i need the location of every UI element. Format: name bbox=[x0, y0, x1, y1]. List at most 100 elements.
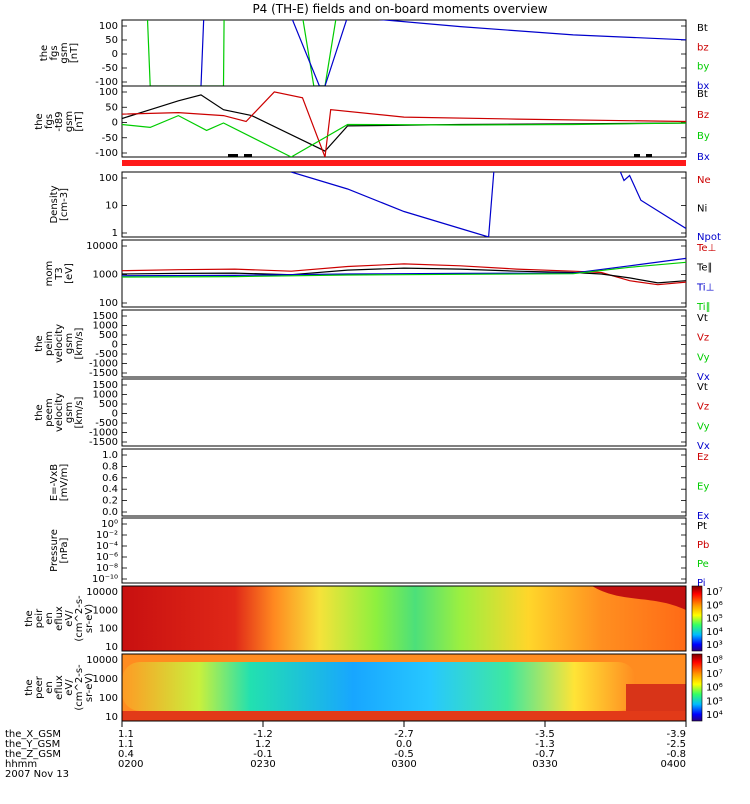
y-tick-label: -1500 bbox=[89, 368, 118, 379]
x-tick-label: 0200 bbox=[118, 759, 143, 770]
panel-ylabel: eV/ bbox=[64, 679, 75, 696]
x-tick-label: 0400 bbox=[661, 759, 686, 770]
panel-ylabel: the bbox=[34, 335, 45, 351]
x-tick-label: 0.0 bbox=[396, 739, 412, 750]
panel-ylabel: sr-eV) bbox=[84, 673, 95, 702]
panel-frame bbox=[121, 585, 687, 652]
legend-label: Vy bbox=[697, 421, 710, 432]
series-line-fgs_t89 bbox=[122, 114, 686, 157]
panel-ylabel: Density bbox=[49, 185, 60, 223]
peir-heatmap bbox=[122, 586, 686, 651]
panel-ylabel: -t89 bbox=[54, 111, 65, 131]
panel-ylabel: the bbox=[24, 679, 35, 695]
legend-label: Ex bbox=[697, 511, 709, 522]
panel-ylabel: the bbox=[24, 610, 35, 626]
legend-label: Pt bbox=[697, 521, 707, 532]
panel-ylabel: E=-VxB bbox=[49, 464, 60, 501]
y-tick-label: -50 bbox=[102, 133, 118, 144]
colorbar bbox=[691, 653, 703, 722]
legend-label: By bbox=[697, 131, 710, 142]
x-tick-label: 1.1 bbox=[118, 729, 134, 740]
x-tick-label: 0230 bbox=[250, 759, 275, 770]
y-tick-label: -50 bbox=[102, 63, 118, 74]
peer-core bbox=[122, 662, 636, 711]
x-tick-label: -0.7 bbox=[535, 749, 555, 760]
panel-ylabel: mom bbox=[44, 261, 55, 287]
colorbar-tick-label: 10⁷ bbox=[706, 669, 723, 680]
y-tick-label: 100 bbox=[99, 87, 118, 98]
x-tick-label: -3.5 bbox=[535, 729, 555, 740]
legend-label: Bx bbox=[697, 152, 710, 163]
legend-label: Pe bbox=[697, 559, 709, 570]
legend-label: bz bbox=[697, 42, 709, 53]
y-tick-label: 100 bbox=[99, 173, 118, 184]
panel-ylabel: Pressure bbox=[49, 529, 60, 572]
peir-hot-region bbox=[592, 586, 686, 610]
legend-label: by bbox=[697, 62, 709, 73]
panel-ylabel: peim bbox=[44, 331, 55, 356]
colorbar-tick-label: 10⁶ bbox=[706, 600, 723, 611]
panel-ylabel: fgs bbox=[49, 45, 60, 60]
legend-label: Bt bbox=[697, 23, 708, 34]
x-tick-label: -0.5 bbox=[394, 749, 414, 760]
legend-label: Vz bbox=[697, 333, 709, 344]
y-tick-label: 1500 bbox=[93, 311, 118, 322]
x-tick-label: -1.3 bbox=[535, 739, 555, 750]
y-tick-label: 0.2 bbox=[102, 496, 118, 507]
colorbar-tick-label: 10³ bbox=[706, 640, 723, 651]
legend-label: Bt bbox=[697, 89, 708, 100]
panel-ylabel: gsm bbox=[64, 402, 75, 423]
legend-label: Vz bbox=[697, 402, 709, 413]
y-tick-label: 0 bbox=[112, 340, 118, 351]
footer-row-label: the_Z_GSM bbox=[5, 749, 61, 760]
legend-label: Ti∥ bbox=[696, 302, 711, 313]
y-tick-label: 1000 bbox=[93, 321, 118, 332]
y-tick-label: 10⁻⁴ bbox=[96, 541, 118, 552]
mode-marker bbox=[244, 154, 252, 157]
panel-frame bbox=[121, 19, 687, 87]
colorbar-tick-label: 10⁵ bbox=[706, 696, 723, 707]
y-tick-label: 10000 bbox=[86, 655, 118, 666]
y-tick-label: 10 bbox=[105, 712, 118, 723]
y-tick-label: 0.8 bbox=[102, 461, 118, 472]
y-tick-label: 100 bbox=[99, 21, 118, 32]
y-tick-label: 0 bbox=[112, 118, 118, 129]
panel-ylabel: the bbox=[39, 45, 50, 61]
y-tick-label: 0 bbox=[112, 409, 118, 420]
y-tick-label: 1.0 bbox=[102, 450, 118, 461]
y-tick-label: 0 bbox=[112, 49, 118, 60]
y-tick-label: 50 bbox=[105, 35, 118, 46]
panel-frame bbox=[121, 517, 687, 584]
panel-ylabel: gsm bbox=[64, 111, 75, 132]
footer-row-label: 2007 Nov 13 bbox=[5, 769, 69, 780]
x-tick-label: -2.5 bbox=[666, 739, 686, 750]
panel-ylabel: the bbox=[34, 113, 45, 129]
y-tick-label: 10000 bbox=[86, 241, 118, 252]
panel-ylabel: gsm bbox=[64, 333, 75, 354]
legend-label: Vy bbox=[697, 352, 710, 363]
panel-frame bbox=[121, 85, 687, 158]
mode-marker bbox=[228, 154, 238, 157]
series-line-fgs bbox=[200, 20, 686, 86]
colorbar-tick-label: 10⁵ bbox=[706, 614, 723, 625]
x-tick-label: 0330 bbox=[532, 759, 557, 770]
y-tick-label: -100 bbox=[95, 77, 118, 88]
legend-label: Bz bbox=[697, 110, 709, 121]
panel-frame bbox=[121, 309, 687, 378]
x-tick-label: 1.1 bbox=[118, 739, 134, 750]
legend-label: Vt bbox=[697, 382, 708, 393]
y-tick-label: -1000 bbox=[89, 359, 118, 370]
panel-ylabel: eflux bbox=[54, 675, 65, 700]
panel-ylabel: eflux bbox=[54, 606, 65, 631]
mode-marker bbox=[646, 154, 652, 157]
panel-ylabel: [nT] bbox=[69, 43, 80, 63]
series-line-fgs bbox=[146, 20, 337, 86]
y-tick-label: 500 bbox=[99, 330, 118, 341]
panel-ylabel: [mV/m] bbox=[59, 464, 70, 502]
colorbar-tick-label: 10⁸ bbox=[706, 655, 723, 666]
y-tick-label: -100 bbox=[95, 148, 118, 159]
legend-label: Npot bbox=[697, 232, 721, 243]
series-line-mom_t3 bbox=[122, 257, 686, 277]
panel-ylabel: en bbox=[44, 681, 55, 694]
